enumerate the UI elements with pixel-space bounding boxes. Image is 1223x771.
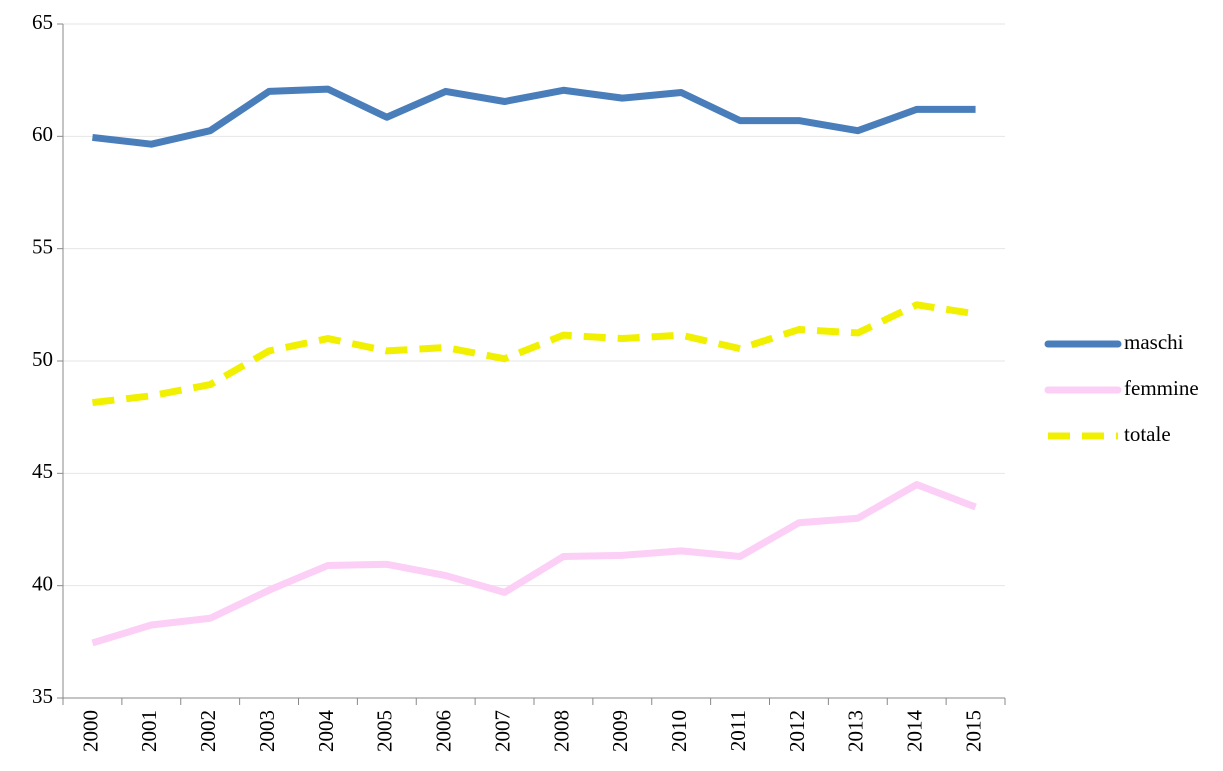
x-tick-label: 2000 (78, 710, 102, 752)
series-line (92, 85, 976, 148)
x-tick-label: 2008 (549, 710, 573, 752)
x-tick-label: 2012 (785, 710, 809, 752)
x-tick-label: 2011 (726, 710, 750, 751)
x-tick-label: 2014 (903, 710, 927, 753)
legend-label: maschi (1124, 330, 1184, 354)
x-tick-label: 2015 (961, 710, 985, 752)
legend-label: totale (1124, 422, 1171, 446)
y-tick-label: 60 (32, 122, 53, 146)
x-tick-label: 2013 (844, 710, 868, 752)
series-line (92, 301, 977, 407)
y-tick-label: 50 (32, 347, 53, 371)
x-tick-label: 2002 (196, 710, 220, 752)
y-tick-label: 45 (32, 459, 53, 483)
y-tick-label: 65 (32, 10, 53, 34)
x-tick-label: 2010 (667, 710, 691, 752)
x-tick-label: 2007 (490, 710, 514, 752)
y-tick-label: 40 (32, 571, 53, 595)
x-tick-label: 2009 (608, 710, 632, 752)
y-tick-label: 55 (32, 234, 53, 258)
x-tick-label: 2003 (255, 710, 279, 752)
x-tick-label: 2006 (432, 710, 456, 752)
x-tick-label: 2001 (137, 710, 161, 752)
legend-label: femmine (1124, 376, 1199, 400)
x-tick-label: 2004 (314, 710, 338, 753)
x-tick-label: 2005 (373, 710, 397, 752)
y-tick-label: 35 (32, 684, 53, 708)
series-line (91, 481, 977, 647)
